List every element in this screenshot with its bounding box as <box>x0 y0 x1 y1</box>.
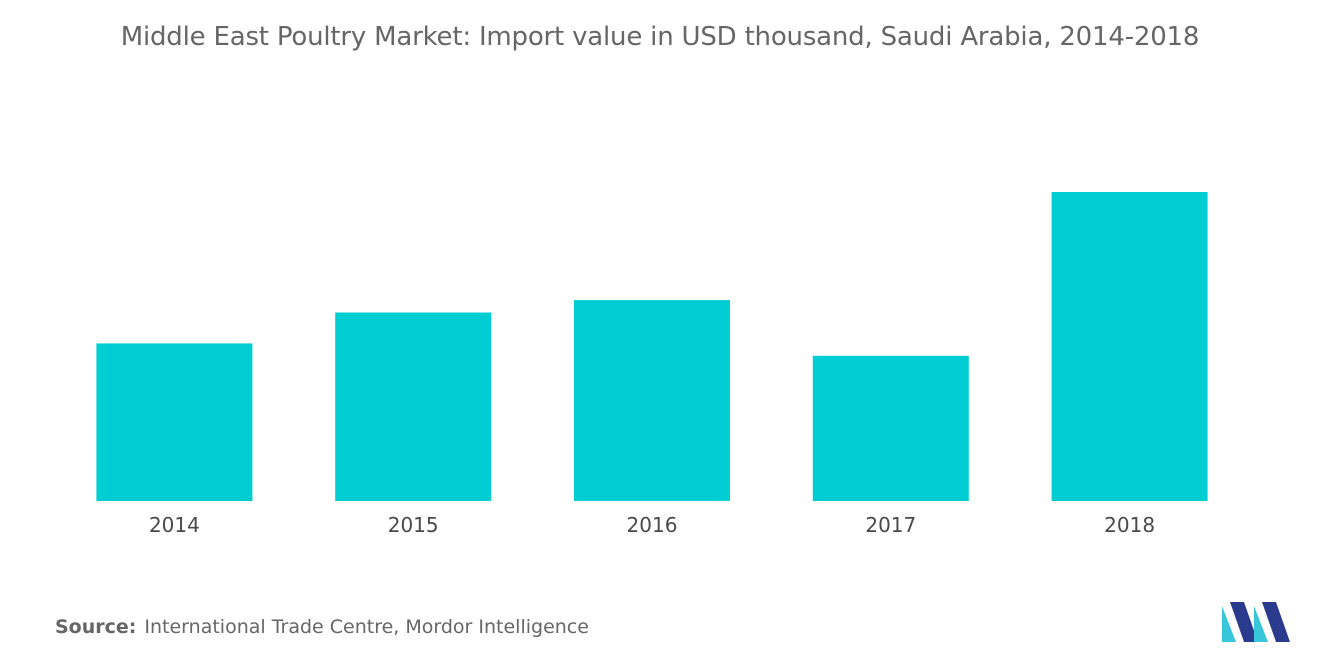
mordor-intelligence-logo-icon <box>1222 602 1290 642</box>
bar-2016 <box>574 300 730 501</box>
bar-2018 <box>1051 192 1208 501</box>
source-label: Source: <box>55 616 137 638</box>
x-tick-label-2018: 2018 <box>1104 513 1155 537</box>
x-tick-label-2017: 2017 <box>865 513 916 537</box>
bar-2014 <box>96 343 253 501</box>
x-tick-label-2015: 2015 <box>388 513 439 537</box>
bar-2017 <box>812 355 969 501</box>
x-tick-label-2016: 2016 <box>627 513 678 537</box>
bar-chart: 2014 2015 2016 2017 2018 <box>96 192 1208 537</box>
chart-title: Middle East Poultry Market: Import value… <box>120 22 1200 52</box>
x-axis-labels: 2014 2015 2016 2017 2018 <box>149 513 1155 537</box>
bar-2015 <box>335 312 492 501</box>
source-text: International Trade Centre, Mordor Intel… <box>144 616 589 638</box>
source-note: Source: International Trade Centre, Mordo… <box>55 616 589 638</box>
x-tick-label-2014: 2014 <box>149 513 200 537</box>
bars-group <box>96 192 1208 501</box>
